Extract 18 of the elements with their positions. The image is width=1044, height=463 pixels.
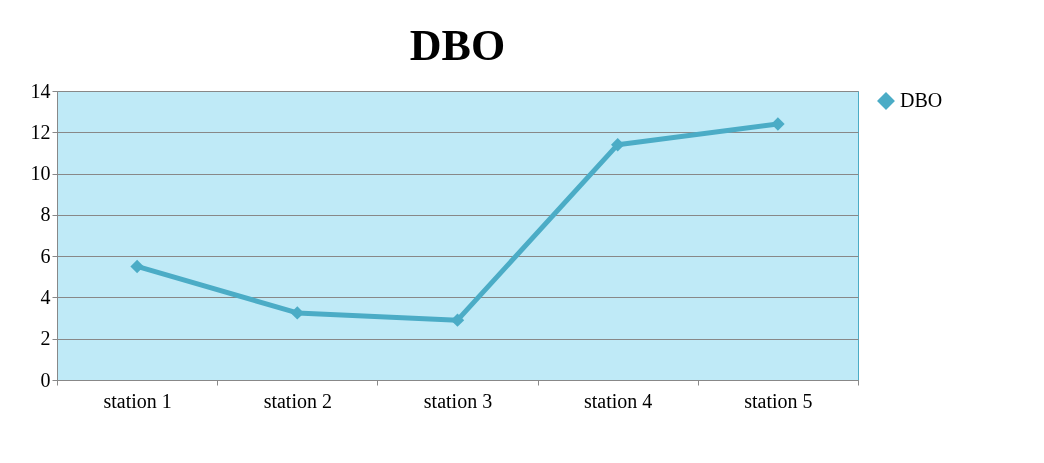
legend-label: DBO: [900, 89, 943, 111]
point: [130, 259, 144, 274]
x-tick-label: station 3: [423, 389, 493, 412]
y-tick-label: 6: [40, 244, 51, 267]
y-tick-label: 14: [30, 79, 51, 102]
x-tick-label: station 2: [263, 389, 332, 412]
x-tick-label: station 1: [103, 389, 172, 412]
point: [610, 137, 625, 152]
y-tick-label: 8: [40, 203, 51, 226]
y-tick-label: 12: [30, 120, 51, 143]
y-tick-label: 10: [30, 162, 51, 185]
x-tick-label: station 4: [584, 389, 653, 412]
y-tick-label: 4: [40, 285, 51, 308]
point: [771, 117, 785, 131]
x-tick-label: station 5: [744, 389, 813, 412]
y-tick-label: 0: [40, 368, 51, 391]
y-tick-label: 2: [40, 327, 51, 350]
chart-title: DBO: [409, 21, 506, 70]
